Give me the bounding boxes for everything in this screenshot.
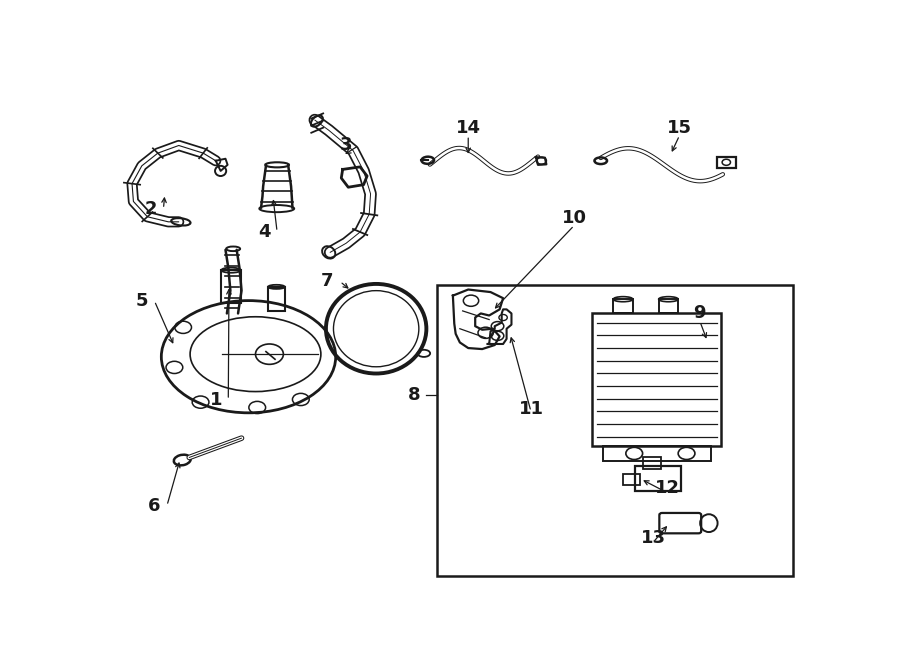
Text: 1: 1 [210,391,222,409]
Text: 11: 11 [518,400,544,418]
Text: 10: 10 [562,209,587,227]
Text: 8: 8 [408,386,420,404]
Text: 6: 6 [148,497,160,515]
Text: 2: 2 [145,200,158,218]
Text: 12: 12 [654,479,680,496]
Text: 14: 14 [455,119,481,137]
Text: 13: 13 [641,529,666,547]
Text: 3: 3 [340,136,353,155]
Bar [436,286,793,576]
Text: 9: 9 [694,305,706,323]
Text: 5: 5 [136,292,148,310]
Text: 7: 7 [321,272,334,290]
Text: 4: 4 [258,223,271,241]
Text: 15: 15 [667,119,692,137]
